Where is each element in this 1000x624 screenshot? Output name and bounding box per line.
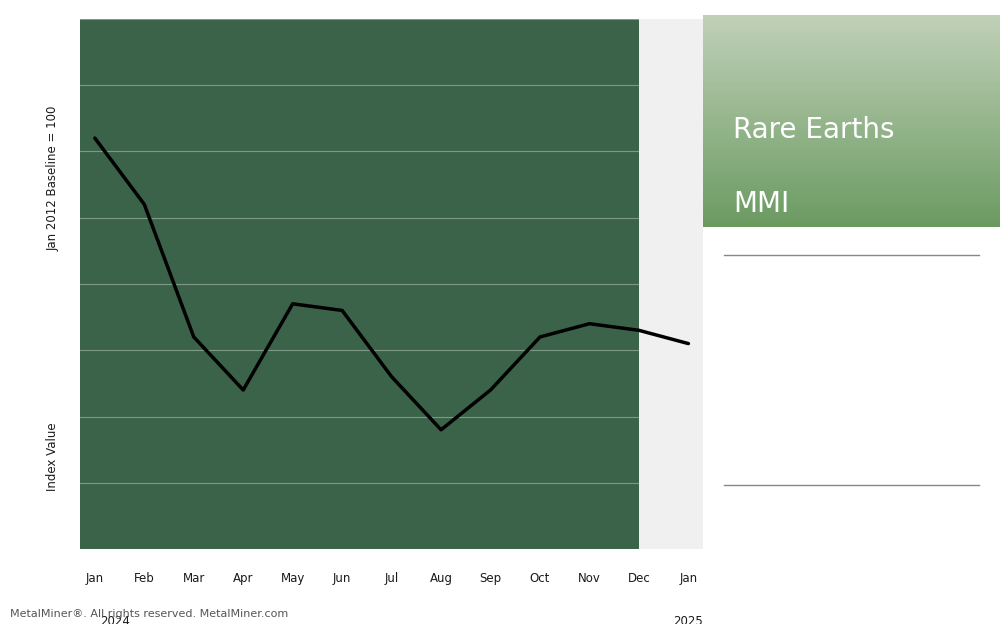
- Bar: [703, 114, 1000, 118]
- Bar: [703, 163, 1000, 167]
- Bar: [703, 47, 1000, 51]
- Bar: [703, 185, 1000, 188]
- Text: May: May: [281, 572, 305, 585]
- Bar: [703, 160, 1000, 163]
- Text: Apr: Apr: [233, 572, 253, 585]
- Bar: [703, 206, 1000, 210]
- Bar: [703, 132, 1000, 135]
- Text: Jan: Jan: [86, 572, 104, 585]
- Bar: [703, 220, 1000, 224]
- Bar: [703, 178, 1000, 182]
- Bar: [639, 19, 703, 549]
- Text: MetalMiner®. All rights reserved. MetalMiner.com: MetalMiner®. All rights reserved. MetalM…: [10, 609, 288, 619]
- Bar: [703, 15, 1000, 19]
- Bar: [703, 139, 1000, 142]
- Bar: [703, 203, 1000, 206]
- Bar: [703, 171, 1000, 174]
- Bar: [703, 19, 1000, 22]
- Bar: [703, 210, 1000, 213]
- Bar: [703, 224, 1000, 227]
- Bar: [703, 26, 1000, 29]
- Bar: [703, 97, 1000, 100]
- Bar: [703, 104, 1000, 107]
- Bar: [703, 157, 1000, 160]
- Text: MMI: MMI: [733, 190, 789, 218]
- Bar: [703, 57, 1000, 61]
- Text: Oct: Oct: [530, 572, 550, 585]
- Bar: [703, 68, 1000, 72]
- Bar: [703, 82, 1000, 86]
- Bar: [703, 54, 1000, 57]
- Bar: [703, 65, 1000, 68]
- Bar: [703, 121, 1000, 125]
- Bar: [703, 93, 1000, 97]
- Bar: [703, 72, 1000, 76]
- Bar: [703, 29, 1000, 33]
- Bar: [703, 199, 1000, 203]
- Bar: [703, 107, 1000, 110]
- Bar: [703, 146, 1000, 150]
- Bar: [703, 129, 1000, 132]
- Bar: [703, 86, 1000, 89]
- Bar: [703, 150, 1000, 153]
- Text: Sep: Sep: [479, 572, 502, 585]
- Bar: [703, 188, 1000, 192]
- Bar: [703, 79, 1000, 82]
- Bar: [703, 110, 1000, 114]
- Text: Rare Earths: Rare Earths: [733, 116, 894, 144]
- Text: Index Value: Index Value: [46, 422, 59, 490]
- Text: December
to January,
Down 3.08%: December to January, Down 3.08%: [840, 330, 963, 402]
- Text: Mar: Mar: [183, 572, 205, 585]
- Text: Jun: Jun: [333, 572, 351, 585]
- Text: Feb: Feb: [134, 572, 155, 585]
- Text: Jul: Jul: [384, 572, 399, 585]
- Bar: [703, 153, 1000, 157]
- Bar: [703, 40, 1000, 44]
- Bar: [703, 76, 1000, 79]
- Bar: [703, 195, 1000, 199]
- Bar: [703, 44, 1000, 47]
- Text: Aug: Aug: [430, 572, 453, 585]
- Text: 2025: 2025: [674, 615, 703, 624]
- Bar: [703, 217, 1000, 220]
- Bar: [703, 36, 1000, 40]
- Text: Jan 2012 Baseline = 100: Jan 2012 Baseline = 100: [46, 105, 59, 250]
- Bar: [703, 174, 1000, 178]
- Bar: [703, 100, 1000, 104]
- Text: Jan: Jan: [679, 572, 697, 585]
- Bar: [703, 118, 1000, 121]
- Bar: [703, 89, 1000, 93]
- Bar: [703, 213, 1000, 217]
- Bar: [703, 167, 1000, 171]
- Text: Nov: Nov: [578, 572, 601, 585]
- Text: 2024: 2024: [100, 615, 130, 624]
- Bar: [703, 61, 1000, 65]
- Bar: [703, 22, 1000, 26]
- Bar: [703, 192, 1000, 195]
- Bar: [703, 33, 1000, 36]
- Bar: [703, 135, 1000, 139]
- Bar: [703, 142, 1000, 146]
- Bar: [703, 125, 1000, 129]
- Bar: [703, 182, 1000, 185]
- Bar: [703, 51, 1000, 54]
- FancyArrow shape: [737, 300, 788, 390]
- Text: Dec: Dec: [628, 572, 650, 585]
